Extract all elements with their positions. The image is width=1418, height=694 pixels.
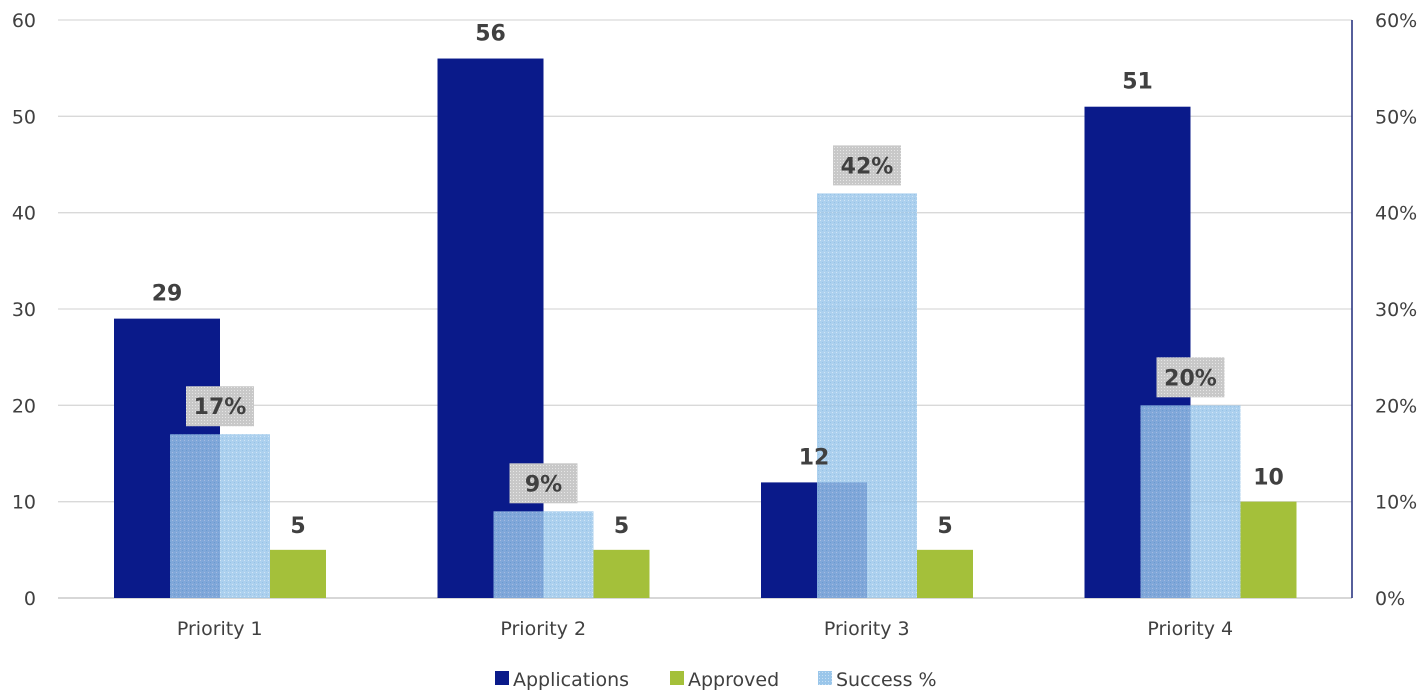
legend-label: Applications (513, 669, 629, 691)
bar-success (1140, 405, 1241, 598)
data-label-success: 42% (841, 154, 894, 179)
legend-swatch (670, 671, 684, 685)
bar-applications (437, 58, 544, 599)
legend-label: Approved (688, 669, 779, 691)
left-axis-tick-label: 30 (12, 299, 36, 321)
legend-label: Success % (836, 669, 937, 691)
bar-approved (270, 549, 326, 598)
data-label-approved: 5 (614, 514, 629, 539)
bar-success (817, 193, 917, 598)
category-label: Priority 3 (824, 618, 910, 640)
data-label-box (1156, 357, 1225, 398)
right-axis-tick-label: 40% (1375, 203, 1417, 225)
left-axis-tick-label: 60 (12, 10, 36, 32)
category-label: Priority 1 (177, 618, 263, 640)
bar-approved (917, 549, 973, 598)
data-labels: 29 5 17% 56 5 9% 12 5 42% 51 10 20% (152, 22, 1284, 539)
data-label-success: 20% (1164, 366, 1217, 391)
left-axis-tick-label: 0 (24, 588, 36, 610)
category-label: Priority 4 (1147, 618, 1233, 640)
bar-success (493, 511, 594, 598)
data-label-approved: 5 (937, 514, 952, 539)
data-label-box (833, 145, 901, 186)
category-label: Priority 2 (500, 618, 586, 640)
right-axis-tick-label: 10% (1375, 492, 1417, 514)
data-label-box (509, 463, 578, 504)
right-axis-tick-label: 30% (1375, 299, 1417, 321)
data-label-success: 9% (525, 472, 562, 497)
legend: Applications Approved Success % (495, 669, 937, 691)
data-label-applications: 56 (475, 22, 506, 47)
left-axis-tick-label: 10 (12, 492, 36, 514)
data-label-approved: 5 (290, 514, 305, 539)
category-labels: Priority 1 Priority 2 Priority 3 Priority 4 (177, 618, 1233, 640)
data-label-applications: 51 (1122, 70, 1153, 95)
grid-lines (58, 19, 1352, 599)
legend-swatch (818, 671, 832, 685)
bar-approved (593, 549, 650, 598)
data-label-applications: 29 (152, 282, 183, 307)
left-axis-tick-label: 20 (12, 395, 36, 417)
data-label-success: 17% (194, 395, 247, 420)
bar-success (170, 434, 270, 598)
data-label-box (186, 386, 254, 427)
data-label-applications: 12 (799, 445, 830, 470)
left-axis-tick-label: 50 (12, 106, 36, 128)
bars (114, 58, 1297, 599)
axes: 0 10 20 30 40 50 60 0% 10% 20% 30% 40% 50% 60% (12, 10, 1417, 610)
left-axis-tick-label: 40 (12, 203, 36, 225)
right-axis-tick-label: 20% (1375, 395, 1417, 417)
bar-approved (1240, 501, 1297, 598)
right-axis-tick-label: 50% (1375, 106, 1417, 128)
legend-swatch (495, 671, 509, 685)
data-label-approved: 10 (1253, 466, 1284, 491)
right-axis-tick-label: 0% (1375, 588, 1405, 610)
right-axis-tick-label: 60% (1375, 10, 1417, 32)
